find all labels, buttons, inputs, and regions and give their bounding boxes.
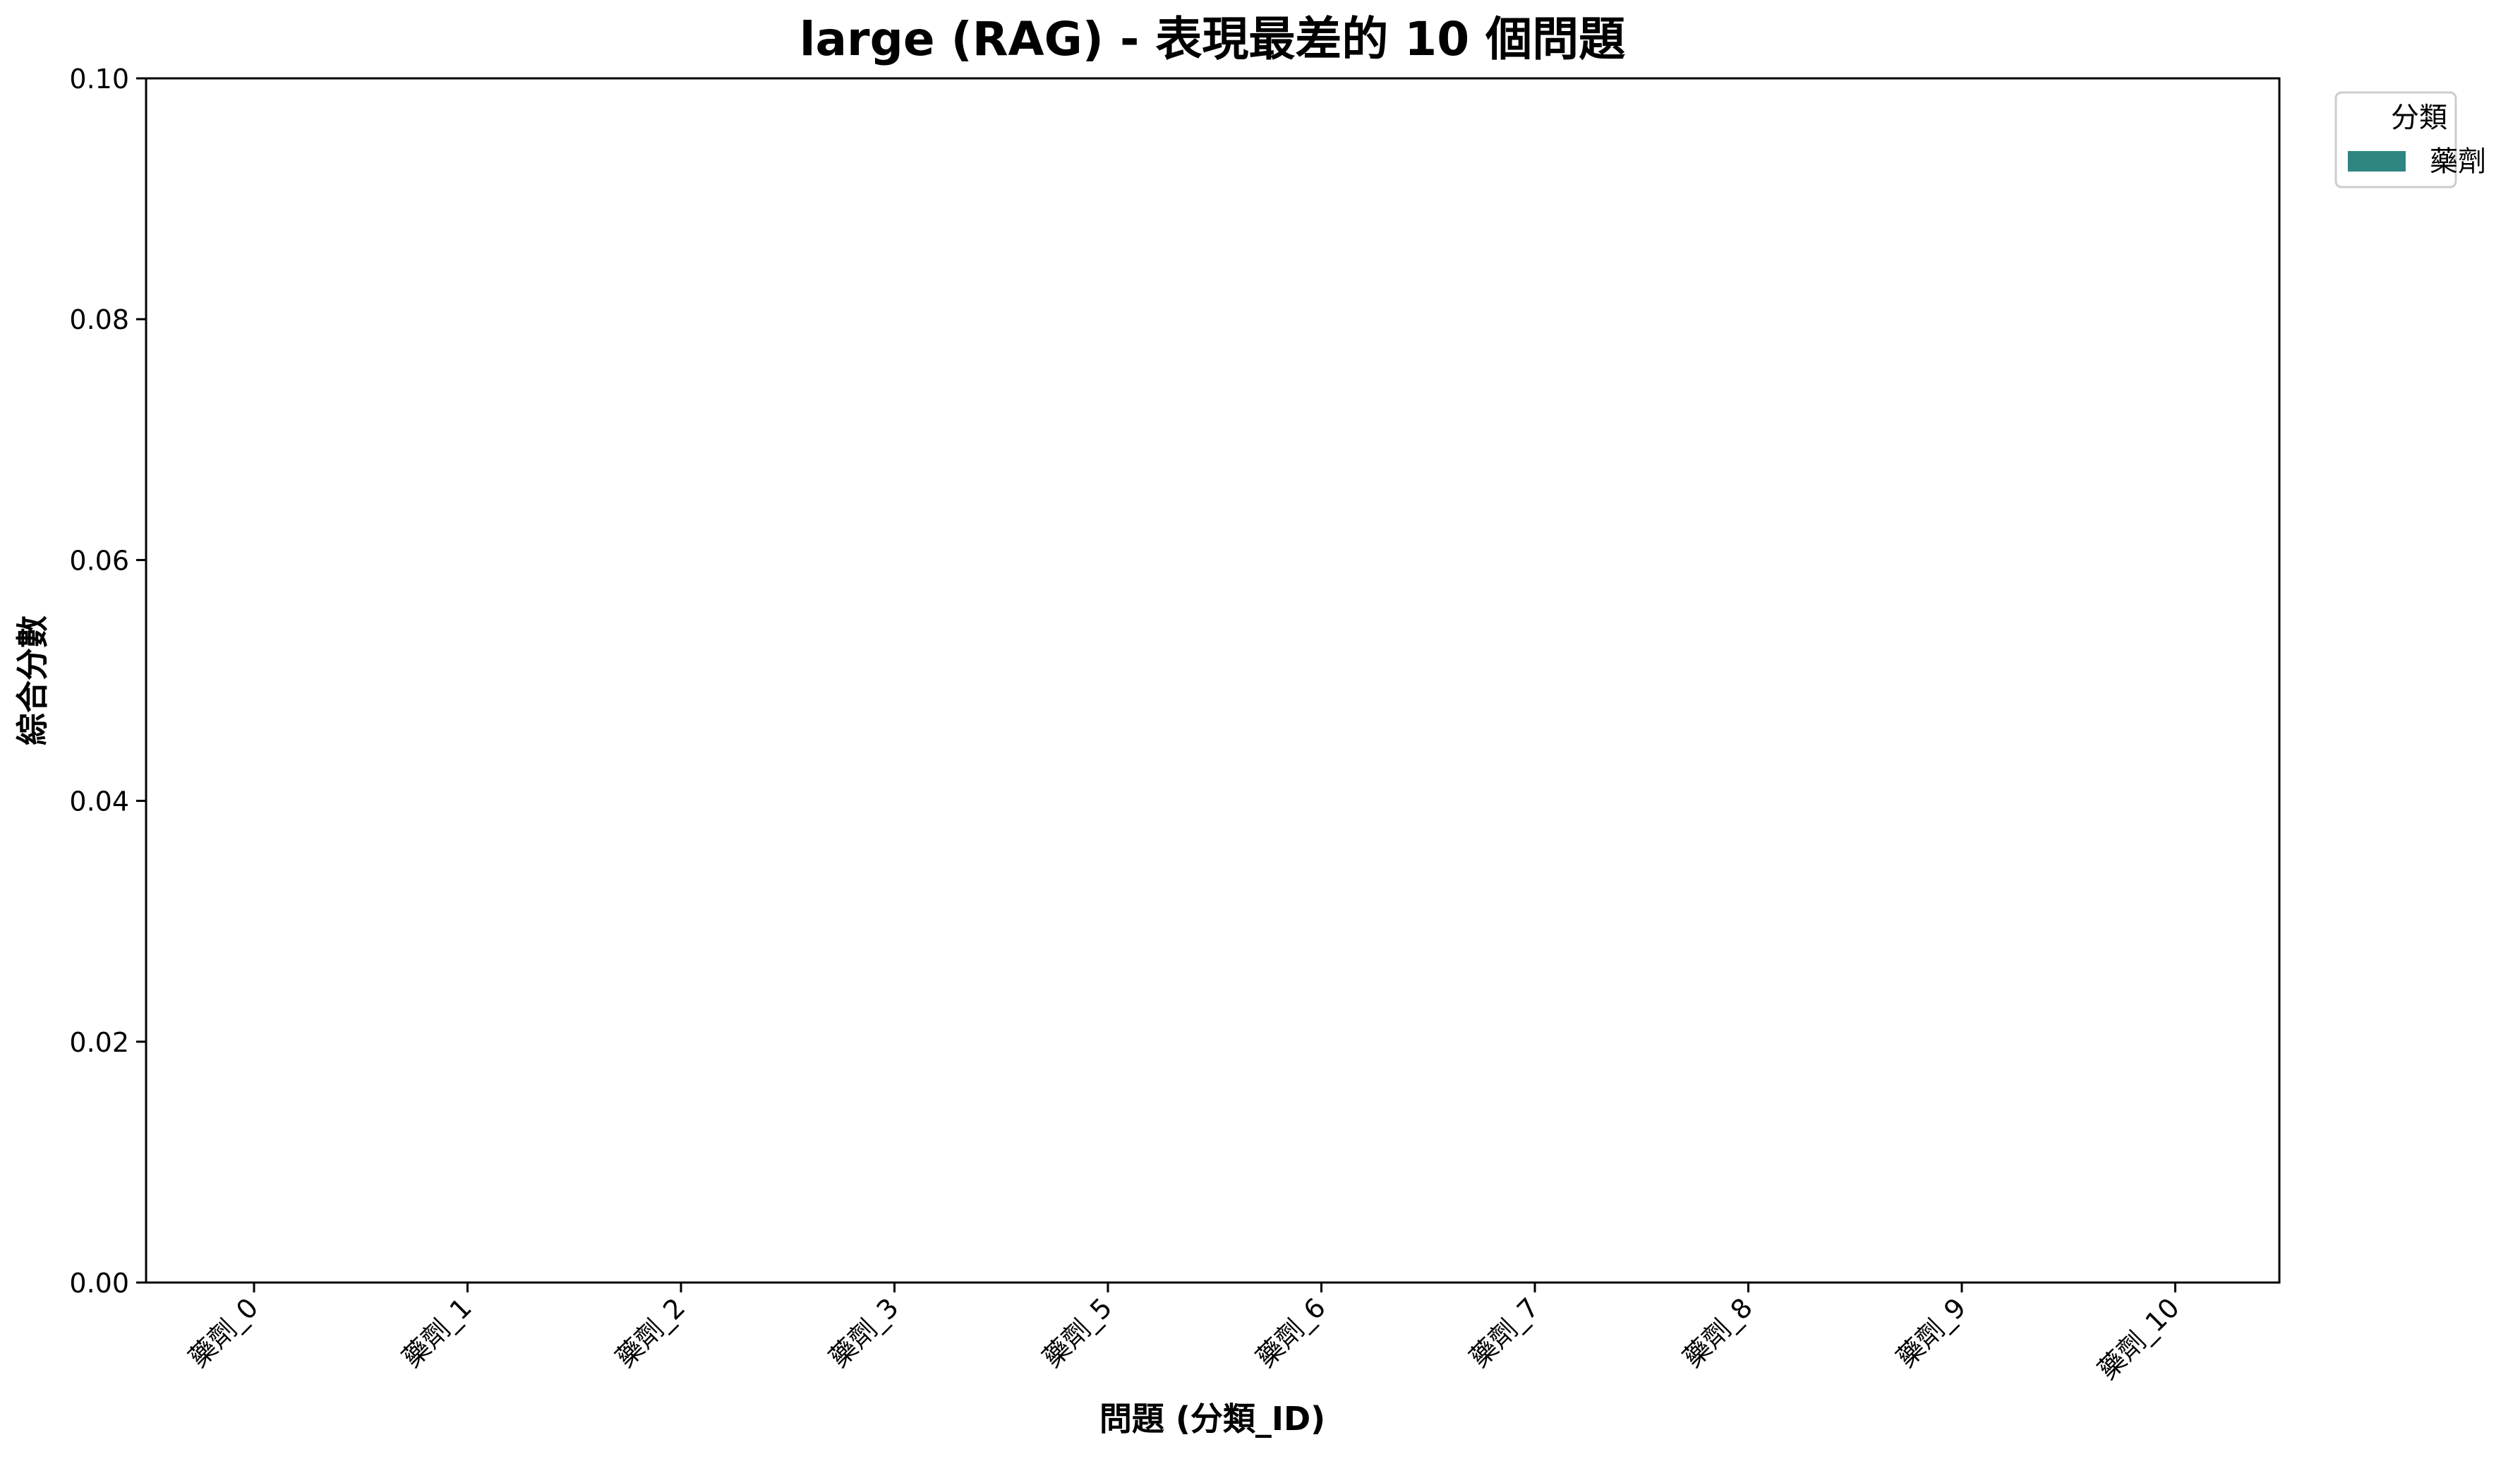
y-tick-label: 0.04: [69, 786, 129, 817]
x-tick-label: 藥劑_3: [823, 1292, 904, 1373]
y-tick-label: 0.10: [69, 64, 129, 95]
y-tick-label: 0.06: [69, 545, 129, 576]
y-tick-label: 0.08: [69, 304, 129, 335]
x-tick-label: 藥劑_8: [1677, 1292, 1758, 1373]
legend-title: 分類: [2391, 102, 2447, 134]
y-tick-label: 0.00: [69, 1268, 129, 1299]
legend-entry-label: 藥劑: [2430, 145, 2486, 178]
x-tick-label: 藥劑_5: [1037, 1292, 1118, 1373]
chart-title: large (RAG) - 表現最差的 10 個問題: [800, 12, 1625, 66]
x-tick-label: 藥劑_0: [183, 1292, 264, 1373]
x-tick-label: 藥劑_10: [2092, 1292, 2185, 1385]
x-axis: 藥劑_0 藥劑_1 藥劑_2 藥劑_3 藥劑_5 藥劑_6 藥劑_7 藥劑_8 藥劑_9 藥劑_1…: [183, 1283, 2186, 1386]
x-tick-label: 藥劑_9: [1891, 1292, 1972, 1373]
plot-frame: [145, 77, 2281, 1284]
y-axis: 0.00 0.02 0.04 0.06 0.08 0.10: [69, 64, 146, 1299]
x-tick-label: 藥劑_1: [396, 1292, 477, 1373]
legend-swatch: [2348, 151, 2406, 172]
plot-area: 0.000.020.040.060.080.10 藥劑_0 藥劑_1 藥劑_2 藥劑_…: [69, 64, 2281, 1386]
y-axis-label: 綜合分數: [13, 616, 52, 745]
x-axis-label: 問題 (分類_ID): [1099, 1400, 1325, 1438]
x-tick-label: 藥劑_6: [1250, 1292, 1331, 1373]
x-tick-label: 藥劑_2: [610, 1292, 691, 1373]
legend: 分類 藥劑: [2334, 91, 2486, 188]
x-tick-label: 藥劑_7: [1464, 1292, 1545, 1373]
y-tick-label: 0.02: [69, 1027, 129, 1058]
